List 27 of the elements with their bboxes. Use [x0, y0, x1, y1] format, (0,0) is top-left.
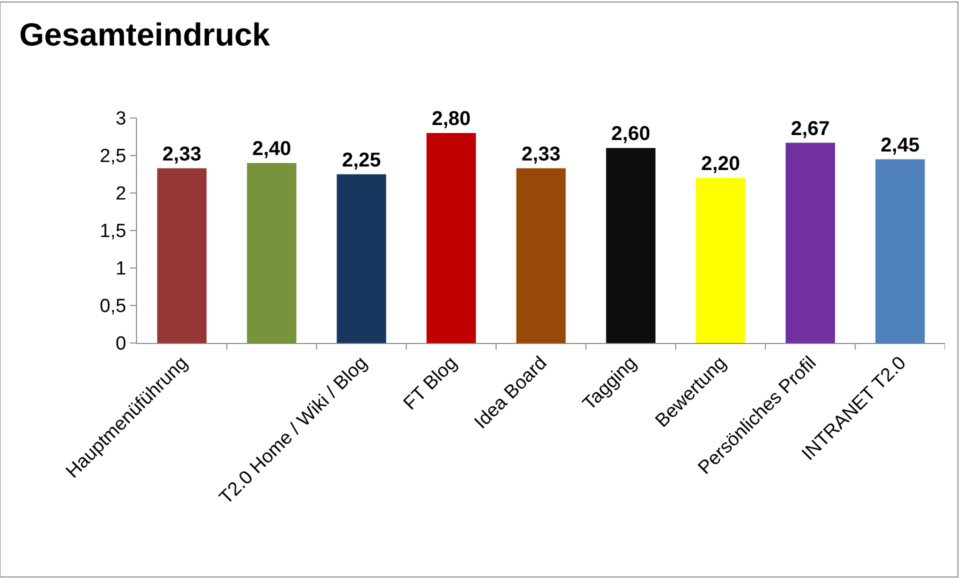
- bar: [336, 174, 386, 343]
- y-tick-label: 1,5: [100, 221, 126, 242]
- y-tick-label: 2: [116, 184, 126, 205]
- bar: [786, 142, 836, 343]
- y-tick-label: 2,5: [100, 146, 126, 168]
- chart-title: Gesamteindruck: [19, 16, 270, 53]
- y-tick-label: 3: [116, 108, 126, 130]
- bar: [606, 148, 656, 343]
- data-label: 2,40: [252, 138, 292, 160]
- data-label: 2,25: [342, 149, 381, 172]
- bar: [157, 168, 207, 343]
- bar: [875, 159, 925, 343]
- bar: [696, 178, 746, 343]
- bar: [426, 133, 476, 343]
- data-label: 2,67: [790, 118, 830, 140]
- data-label: 2,45: [880, 134, 920, 156]
- data-label: 2,60: [611, 123, 650, 145]
- y-tick-label: 0,5: [100, 296, 126, 318]
- data-label: 2,80: [432, 108, 471, 130]
- bar: [516, 168, 566, 343]
- x-tick-label: FT Blog: [400, 352, 462, 414]
- data-label: 2,33: [522, 143, 560, 166]
- data-label: 2,20: [701, 153, 740, 175]
- y-tick-label: 0: [116, 334, 126, 355]
- data-label: 2,33: [162, 143, 202, 166]
- bar: [246, 163, 296, 343]
- y-tick-label: 1: [116, 258, 126, 280]
